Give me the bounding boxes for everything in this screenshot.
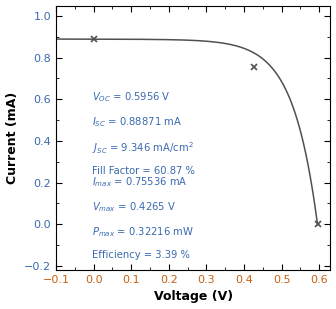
Text: $P_{max}$ = 0.32216 mW: $P_{max}$ = 0.32216 mW	[92, 225, 194, 239]
Text: $I_{SC}$ = 0.88871 mA: $I_{SC}$ = 0.88871 mA	[92, 115, 182, 129]
X-axis label: Voltage (V): Voltage (V)	[154, 290, 233, 303]
Text: Fill Factor = 60.87 %: Fill Factor = 60.87 %	[92, 166, 195, 176]
Text: Efficiency = 3.39 %: Efficiency = 3.39 %	[92, 250, 190, 260]
Text: $I_{max}$ = 0.75536 mA: $I_{max}$ = 0.75536 mA	[92, 175, 187, 188]
Y-axis label: Current (mA): Current (mA)	[6, 92, 18, 184]
Text: $J_{SC}$ = 9.346 mA/cm$^2$: $J_{SC}$ = 9.346 mA/cm$^2$	[92, 140, 194, 156]
Text: $V_{OC}$ = 0.5956 V: $V_{OC}$ = 0.5956 V	[92, 90, 170, 104]
Text: $V_{max}$ = 0.4265 V: $V_{max}$ = 0.4265 V	[92, 200, 176, 214]
